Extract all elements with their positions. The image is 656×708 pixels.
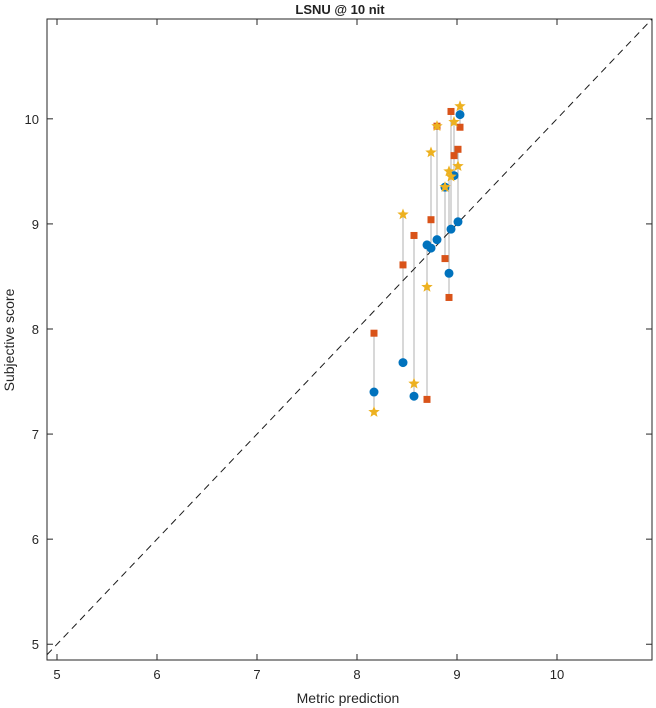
y-tick-label: 5: [32, 637, 39, 652]
star-point: [425, 146, 437, 158]
circle-point: [432, 235, 442, 245]
x-tick-label: 10: [550, 667, 564, 682]
square-point: [447, 107, 455, 115]
circle-point: [444, 268, 454, 278]
circle-point: [426, 243, 436, 253]
circle-point: [455, 110, 465, 120]
square-point: [370, 329, 378, 337]
axis-ticks: 5 6 7 8 9 10 5 6 7 8 9 10: [25, 19, 652, 682]
circle-point: [446, 224, 456, 234]
star-point: [443, 165, 455, 177]
x-tick-label: 9: [453, 667, 460, 682]
circle-point: [398, 358, 408, 368]
star-point: [408, 377, 420, 389]
square-point: [423, 395, 431, 403]
y-tick-label: 9: [32, 217, 39, 232]
y-axis-label: Subjective score: [1, 288, 17, 391]
y-tick-label: 10: [25, 112, 39, 127]
star-point: [448, 115, 460, 127]
x-axis-label: Metric prediction: [297, 690, 400, 706]
x-tick-label: 6: [153, 667, 160, 682]
y-tick-label: 7: [32, 427, 39, 442]
star-point: [421, 280, 433, 292]
star-point: [439, 181, 451, 192]
y-tick-label: 8: [32, 322, 39, 337]
square-point: [410, 231, 418, 239]
star-point: [397, 208, 409, 220]
square-point: [450, 152, 458, 160]
star-point: [431, 120, 443, 132]
star-point: [452, 160, 464, 171]
chart-title: LSNU @ 10 nit: [295, 2, 385, 17]
y-tick-label: 6: [32, 532, 39, 547]
x-tick-label: 7: [253, 667, 260, 682]
star-point: [368, 406, 380, 417]
square-point: [399, 261, 407, 269]
square-point: [445, 293, 453, 301]
star-point: [454, 100, 466, 112]
square-point: [427, 216, 435, 224]
x-tick-label: 5: [53, 667, 60, 682]
data-points: [368, 100, 466, 417]
circle-point: [409, 391, 419, 401]
x-tick-label: 8: [353, 667, 360, 682]
circle-point: [369, 387, 379, 397]
star-point: [445, 170, 457, 182]
plot-area: [46, 18, 653, 661]
reference-diagonal-line: [46, 18, 653, 656]
square-point: [456, 123, 464, 131]
circle-point: [453, 217, 463, 227]
square-point: [441, 255, 449, 263]
square-point: [454, 145, 462, 153]
